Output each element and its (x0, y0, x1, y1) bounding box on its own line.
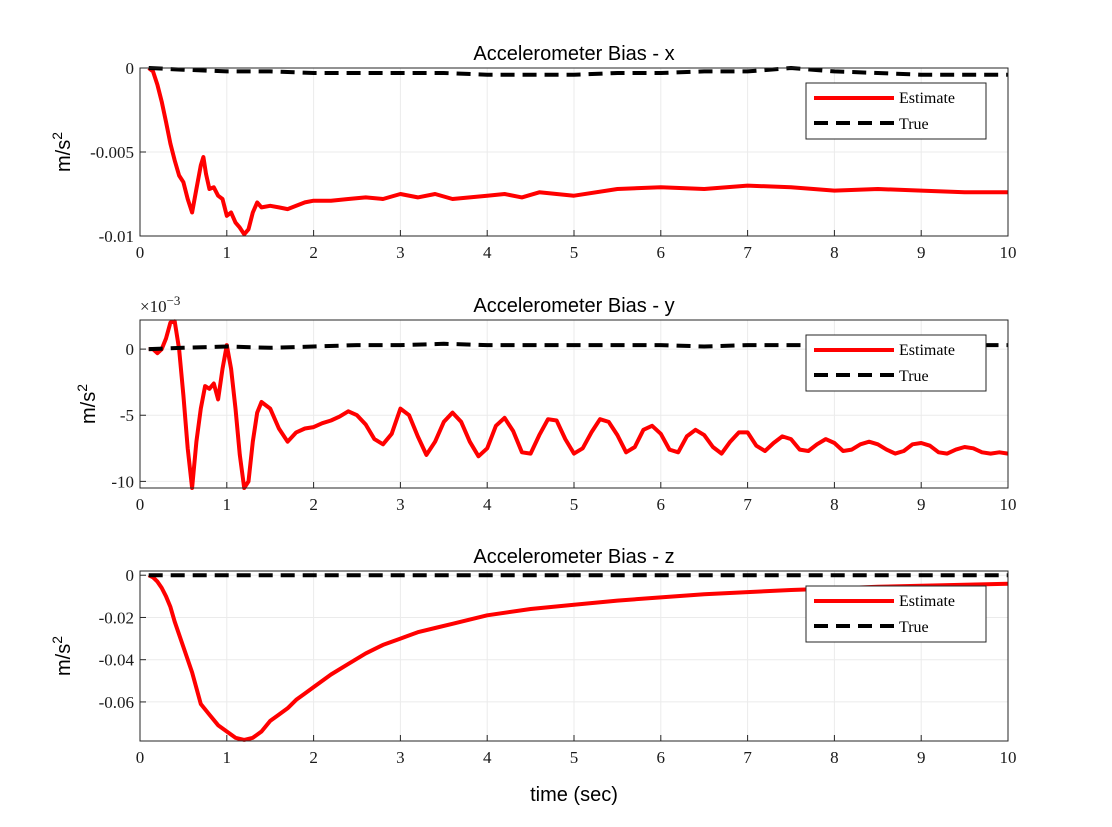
y-axis-label-unit-z: m/s (53, 644, 75, 676)
x-tick-label-x: 0 (136, 243, 145, 262)
y-axis-exponent-y: ×10−3 (140, 293, 180, 317)
y-tick-label-x: -0.005 (90, 143, 134, 162)
x-tick-label-y: 7 (743, 495, 752, 514)
y-axis-label-sup-x: 2 (49, 132, 65, 140)
x-tick-label-y: 10 (1000, 495, 1017, 514)
legend-label-true-z: True (899, 619, 929, 636)
x-tick-label-y: 6 (657, 495, 666, 514)
y-tick-label-y: -10 (111, 472, 134, 491)
x-tick-label-y: 2 (309, 495, 318, 514)
x-tick-label-y: 1 (223, 495, 232, 514)
x-tick-label-z: 9 (917, 748, 926, 767)
subplot-z: 0 1 2 3 4 5 6 7 8 9 10 -0.06 -0.04 -0.02 0 Acceleromet… (49, 546, 1017, 806)
legend-label-estimate-x: Estimate (899, 90, 955, 107)
x-tick-label-x: 10 (1000, 243, 1017, 262)
x-tick-label-y: 4 (483, 495, 492, 514)
y-tick-label-z: -0.02 (99, 608, 134, 627)
x-tick-label-y: 8 (830, 495, 839, 514)
chart-title-z: Accelerometer Bias - z (473, 546, 674, 568)
series-line-estimate-x (147, 66, 1008, 237)
x-tick-label-y: 3 (396, 495, 405, 514)
series-line-estimate-z (147, 573, 1009, 742)
legend-box-y (805, 334, 987, 392)
y-axis-label-sup-y: 2 (74, 384, 90, 392)
legend-y: Estimate True (805, 334, 987, 392)
subplot-x: 0 1 2 3 4 5 6 7 8 9 10 -0.01 -0.005 0 Accelerometer B… (49, 43, 1017, 262)
x-tick-label-z: 10 (1000, 748, 1017, 767)
y-axis-label-y: m/s2 (74, 384, 100, 424)
x-tick-label-x: 1 (223, 243, 232, 262)
y-tick-label-z: -0.04 (99, 651, 135, 670)
legend-label-true-x: True (899, 116, 929, 133)
legend-label-estimate-y: Estimate (899, 342, 955, 359)
legend-x: Estimate True (805, 82, 987, 140)
x-tick-label-y: 9 (917, 495, 926, 514)
y-tick-label-y: 0 (126, 340, 135, 359)
y-tick-label-z: -0.06 (99, 693, 134, 712)
x-tick-label-z: 2 (309, 748, 318, 767)
y-axis-exponent-base-y: ×10 (140, 297, 167, 316)
y-tick-label-x: -0.01 (99, 227, 134, 246)
x-tick-label-z: 3 (396, 748, 405, 767)
x-tick-label-y: 0 (136, 495, 145, 514)
legend-box-z (805, 585, 987, 643)
y-axis-label-sup-z: 2 (49, 636, 65, 644)
x-tick-label-z: 7 (743, 748, 752, 767)
y-axis-label-x: m/s2 (49, 132, 75, 172)
x-tick-label-x: 4 (483, 243, 492, 262)
y-tick-label-z: 0 (126, 566, 135, 585)
x-tick-label-x: 7 (743, 243, 752, 262)
y-tick-label-x: 0 (126, 59, 135, 78)
x-tick-label-x: 9 (917, 243, 926, 262)
series-line-true-x (148, 66, 1008, 77)
y-axis-exponent-sup-y: −3 (167, 293, 181, 308)
x-tick-label-x: 6 (657, 243, 666, 262)
x-tick-label-z: 8 (830, 748, 839, 767)
x-tick-label-z: 1 (223, 748, 232, 767)
legend-box-x (805, 82, 987, 140)
x-tick-label-x: 5 (570, 243, 579, 262)
x-tick-label-z: 6 (657, 748, 666, 767)
chart-title-x: Accelerometer Bias - x (473, 43, 674, 65)
y-axis-label-unit-y: m/s (78, 392, 100, 424)
subplot-y: 0 1 2 3 4 5 6 7 8 9 10 -10 -5 0 Accelerometer Bias - … (74, 293, 1017, 515)
x-tick-label-z: 4 (483, 748, 492, 767)
legend-z: Estimate True (805, 585, 987, 643)
legend-label-estimate-z: Estimate (899, 593, 955, 610)
y-axis-label-unit-x: m/s (53, 140, 75, 172)
x-tick-label-x: 8 (830, 243, 839, 262)
x-axis-label-z: time (sec) (530, 784, 618, 806)
x-tick-label-x: 2 (309, 243, 318, 262)
y-tick-label-y: -5 (120, 406, 134, 425)
x-tick-label-y: 5 (570, 495, 579, 514)
x-tick-label-z: 0 (136, 748, 145, 767)
x-tick-label-x: 3 (396, 243, 405, 262)
chart-title-y: Accelerometer Bias - y (473, 295, 674, 317)
legend-label-true-y: True (899, 368, 929, 385)
series-line-estimate-y (148, 319, 1009, 490)
x-tick-label-z: 5 (570, 748, 579, 767)
y-axis-label-z: m/s2 (49, 636, 75, 676)
